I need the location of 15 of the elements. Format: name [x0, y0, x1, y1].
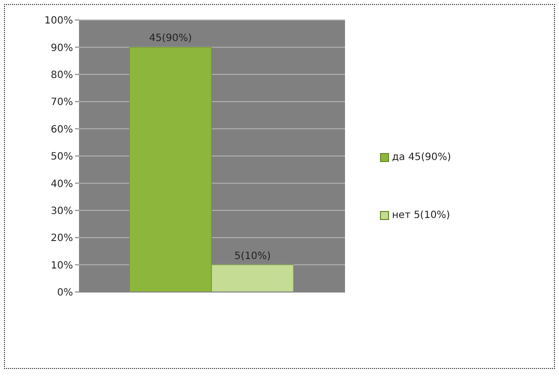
y-tick-label: 90% — [50, 42, 73, 54]
y-tick-label: 60% — [50, 124, 73, 136]
y-tick-label: 100% — [44, 16, 73, 27]
y-tick-label: 0% — [57, 288, 73, 299]
y-tick-label: 20% — [50, 233, 73, 244]
y-tick-label: 40% — [50, 178, 73, 190]
y-tick-label: 50% — [50, 152, 73, 163]
y-tick-label: 70% — [50, 97, 73, 108]
data-label: 5(10%) — [234, 250, 271, 262]
y-tick-label: 30% — [50, 206, 73, 217]
legend-label: нет 5(10%) — [392, 210, 450, 220]
y-tick-label: 10% — [50, 260, 73, 272]
legend-label: да 45(90%) — [392, 152, 451, 162]
data-label: 45(90%) — [149, 33, 192, 44]
y-tick-label: 80% — [50, 70, 73, 81]
